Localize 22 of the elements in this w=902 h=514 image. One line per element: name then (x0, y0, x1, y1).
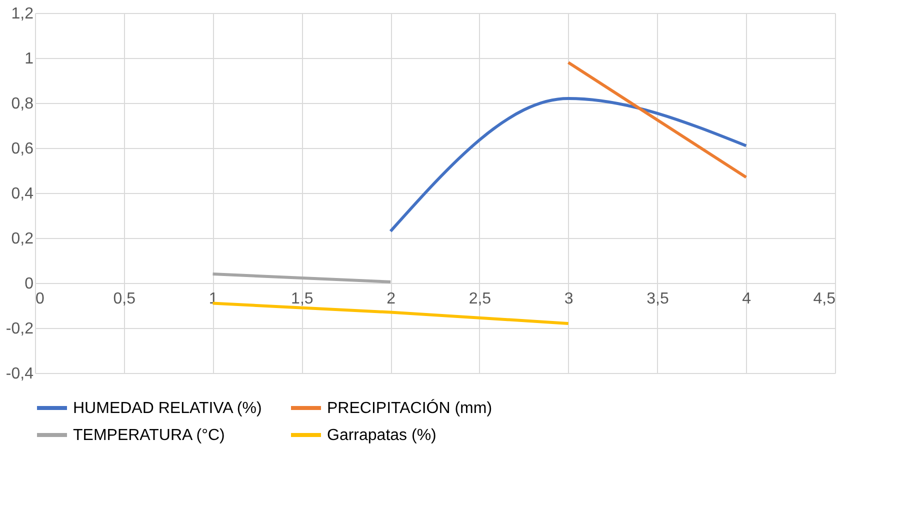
x-tick-label: 2,5 (468, 290, 492, 308)
x-tick-label: 2 (386, 290, 396, 308)
x-tick-label: 0 (36, 290, 44, 308)
x-tick-label: 0,5 (113, 290, 136, 308)
x-tick-label: 4 (742, 290, 752, 308)
y-tick-label: -0,2 (6, 320, 34, 338)
y-tick-label: 0,6 (11, 140, 34, 158)
x-tick-label: 4,5 (813, 290, 836, 308)
y-tick-label: 1,2 (11, 6, 34, 22)
legend-label: PRECIPITACIÓN (mm) (327, 399, 492, 417)
y-tick-label: 0,8 (11, 96, 34, 112)
y-tick-label: -0,4 (6, 366, 34, 382)
y-tick-label: 0,4 (11, 186, 34, 202)
legend-label: TEMPERATURA (°C) (73, 427, 225, 444)
x-tick-label: 3,5 (646, 290, 669, 308)
legend-label: HUMEDAD RELATIVA (%) (73, 400, 262, 417)
y-tick-label: 1 (24, 50, 34, 68)
x-tick-label: 3 (564, 290, 574, 308)
y-tick-label: 0,2 (11, 230, 34, 248)
legend-label: Garrapatas (%) (327, 427, 436, 444)
y-tick-label: 0 (24, 276, 34, 292)
x-tick-label: 1,5 (291, 290, 314, 308)
